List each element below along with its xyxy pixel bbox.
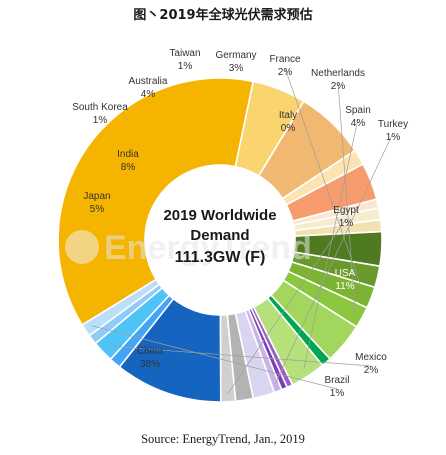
slice-label-brazil: Brazil 1% bbox=[324, 375, 349, 399]
center-text-line-2: Demand bbox=[190, 227, 249, 244]
slice-label-australia: Australia 4% bbox=[129, 76, 168, 100]
callout-line-mexico bbox=[108, 345, 372, 367]
pie-slice-unlabeled bbox=[293, 218, 383, 237]
labels-layer: Germany 3% France 2% Netherlands 2% Italy 0% Spa… bbox=[72, 48, 408, 399]
slice-label-egypt: Egypt 1% bbox=[333, 205, 359, 229]
slice-label-taiwan: Taiwan 1% bbox=[169, 48, 200, 72]
watermark-text: EnergyTrend bbox=[104, 229, 312, 267]
center-text-line-3: 111.3GW (F) bbox=[175, 249, 266, 266]
slice-label-south-korea: South Korea 1% bbox=[72, 102, 128, 126]
slice-label-japan: Japan 5% bbox=[83, 191, 110, 215]
callout-line-netherlands bbox=[337, 81, 356, 314]
slice-label-germany: Germany 3% bbox=[215, 50, 256, 74]
slice-label-italy: Italy 0% bbox=[279, 110, 297, 134]
callout-line-spain bbox=[303, 118, 359, 370]
slice-label-mexico: Mexico 2% bbox=[355, 352, 387, 376]
callout-line-egypt bbox=[227, 218, 347, 394]
pie-slice-china bbox=[57, 77, 255, 327]
callout-line-brazil bbox=[92, 325, 338, 390]
slice-label-netherlands: Netherlands 2% bbox=[311, 68, 365, 92]
watermark: EnergyTrend bbox=[65, 229, 312, 267]
chart-title: 图丶2019年全球光伏需求预估 bbox=[133, 8, 313, 23]
slice-label-usa: USA 11% bbox=[335, 268, 356, 292]
callout-line-turkey bbox=[274, 132, 394, 384]
slice-label-india: India 8% bbox=[117, 149, 139, 173]
slice-label-spain: Spain 4% bbox=[345, 105, 371, 129]
slice-label-france: France 2% bbox=[269, 54, 301, 78]
chart-source: Source: EnergyTrend, Jan., 2019 bbox=[141, 432, 305, 446]
center-text-line-1: 2019 Worldwide bbox=[163, 207, 276, 224]
watermark-icon bbox=[65, 230, 99, 264]
slice-label-china: China 38% bbox=[137, 346, 164, 370]
center-text: 2019 Worldwide Demand 111.3GW (F) bbox=[163, 207, 276, 266]
slices-layer bbox=[57, 77, 383, 403]
slice-label-turkey: Turkey 1% bbox=[378, 119, 408, 143]
